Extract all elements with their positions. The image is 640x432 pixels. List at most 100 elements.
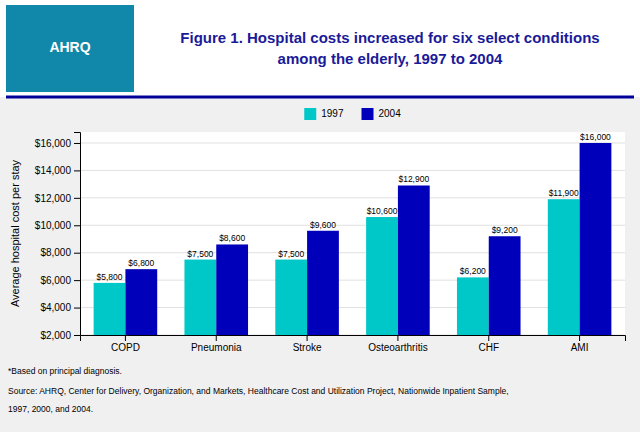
data-label: $9,200: [492, 225, 518, 235]
data-label: $7,500: [187, 249, 213, 259]
grid-line: [80, 252, 625, 253]
y-tick: $2,000: [40, 330, 80, 341]
y-tick: $12,000: [35, 193, 80, 204]
data-label: $6,200: [460, 266, 486, 276]
y-tick-mark: [74, 308, 80, 309]
chart: AHRQ Figure 1. Hospital costs increased f…: [0, 0, 640, 432]
data-label: $6,800: [128, 258, 154, 268]
legend-swatch: [362, 108, 374, 120]
x-axis-line: [81, 336, 626, 342]
y-tick: $6,000: [40, 275, 80, 286]
footnote: Source: AHRQ, Center for Delivery, Organ…: [8, 386, 509, 396]
y-tick-mark: [74, 225, 80, 226]
x-tick: AMI: [571, 335, 589, 353]
footer: *Based on principal diagnosis. Source: AH…: [8, 366, 509, 414]
x-tick-label: Stroke: [293, 342, 322, 353]
legend-item: 1997: [304, 108, 344, 120]
x-tick-mark: [579, 335, 580, 341]
plot-background: [80, 132, 625, 335]
bar: [275, 260, 307, 335]
data-label: $12,900: [398, 174, 429, 184]
legend-label: 2004: [379, 108, 402, 119]
y-tick: $16,000: [35, 138, 80, 149]
y-tick-label: $2,000: [40, 330, 71, 341]
bar: [457, 277, 489, 335]
series: [125, 143, 611, 335]
title: Figure 1. Hospital costs increased for s…: [180, 29, 599, 67]
legend-item: 2004: [362, 108, 402, 120]
y-tick-label: $14,000: [35, 165, 72, 176]
background: [0, 0, 640, 432]
bar: [125, 269, 157, 335]
x-tick: COPD: [111, 335, 140, 353]
logo-text: AHRQ: [49, 39, 90, 55]
x-tick: CHF: [478, 335, 499, 353]
data-label: $5,800: [97, 272, 123, 282]
grid-line: [80, 170, 625, 171]
y-tick-mark: [74, 280, 80, 281]
bar: [548, 199, 580, 335]
bar: [366, 217, 398, 335]
bar: [398, 185, 430, 335]
data-label: $11,900: [549, 188, 579, 198]
y-tick-mark: [74, 143, 80, 144]
y-tick-label: $4,000: [40, 302, 71, 313]
x-tick-label: Pneumonia: [191, 342, 242, 353]
y-tick: $14,000: [35, 165, 80, 176]
legend-swatch: [304, 108, 316, 120]
y-axis-title: Average hospital cost per stay: [9, 159, 21, 307]
legend-label: 1997: [321, 108, 344, 119]
x-tick-label: COPD: [111, 342, 140, 353]
data-label: $9,600: [310, 220, 336, 230]
bar: [94, 283, 126, 335]
y-tick-label: $8,000: [40, 247, 71, 258]
data-label: $7,500: [278, 249, 304, 259]
separator: [6, 96, 634, 99]
bar: [580, 143, 612, 335]
logo: [6, 5, 134, 92]
bar: [216, 244, 248, 335]
y-axis: $2,000 $4,000 $6,000 $8,000 $10,000 $12,000 $1…: [35, 133, 81, 341]
data-label: $8,600: [219, 233, 245, 243]
y-tick: $8,000: [40, 247, 80, 258]
x-tick-label: CHF: [478, 342, 499, 353]
data-label: $16,000: [580, 132, 611, 142]
series: [94, 199, 580, 335]
y-axis-line: [74, 133, 81, 336]
x-tick-mark: [397, 335, 398, 341]
bar: [307, 231, 339, 335]
data-label: $10,600: [367, 206, 398, 216]
x-tick: Osteoarthritis: [368, 335, 427, 353]
grid: [80, 143, 625, 335]
x-tick-mark: [488, 335, 489, 341]
y-tick-mark: [74, 198, 80, 199]
bar: [184, 260, 216, 335]
y-tick: $4,000: [40, 302, 80, 313]
y-tick-label: $12,000: [35, 193, 72, 204]
grid-line: [80, 225, 625, 226]
header-background: [0, 0, 640, 97]
legend: 1997 2004: [304, 108, 401, 120]
x-tick-mark: [216, 335, 217, 341]
footnote: 1997, 2000, and 2004.: [8, 404, 93, 414]
bars: [94, 143, 612, 335]
data-labels: $5,800 $7,500 $7,500 $10,600 $6,200 $11,900 $6…: [97, 132, 612, 282]
x-tick: Stroke: [293, 335, 322, 353]
bar: [489, 236, 521, 335]
x-tick: Pneumonia: [191, 335, 242, 353]
y-tick-label: $16,000: [35, 138, 72, 149]
x-tick-label: Osteoarthritis: [368, 342, 427, 353]
y-tick-mark: [74, 253, 80, 254]
grid-line: [80, 280, 625, 281]
x-tick-mark: [125, 335, 126, 341]
footnote: *Based on principal diagnosis.: [8, 366, 122, 376]
x-tick-label: AMI: [571, 342, 589, 353]
y-tick: $10,000: [35, 220, 80, 231]
y-tick-label: $10,000: [35, 220, 72, 231]
x-tick-mark: [307, 335, 308, 341]
y-tick-mark: [74, 170, 80, 171]
grid-line: [80, 307, 625, 308]
y-tick-mark: [74, 335, 80, 336]
grid-line: [80, 197, 625, 198]
grid-line: [80, 142, 625, 143]
